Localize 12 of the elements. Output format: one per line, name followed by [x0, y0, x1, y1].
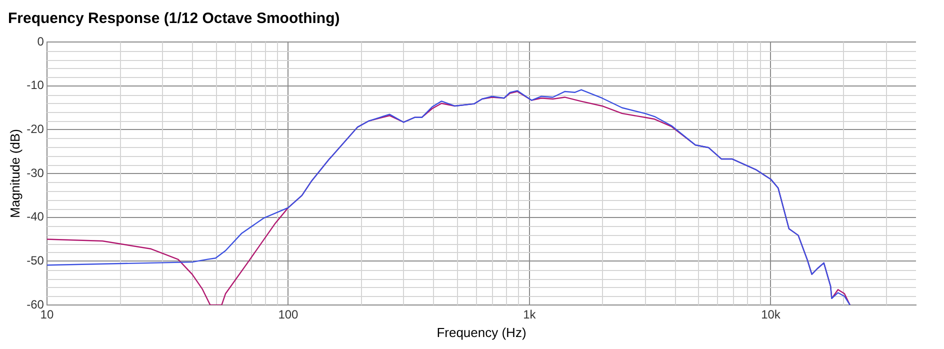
y-tick-label: 0 — [37, 34, 44, 48]
y-tick-label: -40 — [26, 210, 44, 224]
x-tick-label: 100 — [278, 308, 299, 322]
x-tick-label: 1k — [523, 308, 537, 322]
y-tick-label: -30 — [26, 166, 44, 180]
x-tick-label: 10k — [761, 308, 782, 322]
y-axis-title: Magnitude (dB) — [7, 129, 22, 218]
y-tick-label: -10 — [26, 78, 44, 92]
y-tick-label: -20 — [26, 122, 44, 136]
x-axis-title: Frequency (Hz) — [436, 324, 526, 340]
chart-title: Frequency Response (1/12 Octave Smoothing) — [8, 10, 340, 28]
y-tick-label: -50 — [26, 253, 44, 268]
